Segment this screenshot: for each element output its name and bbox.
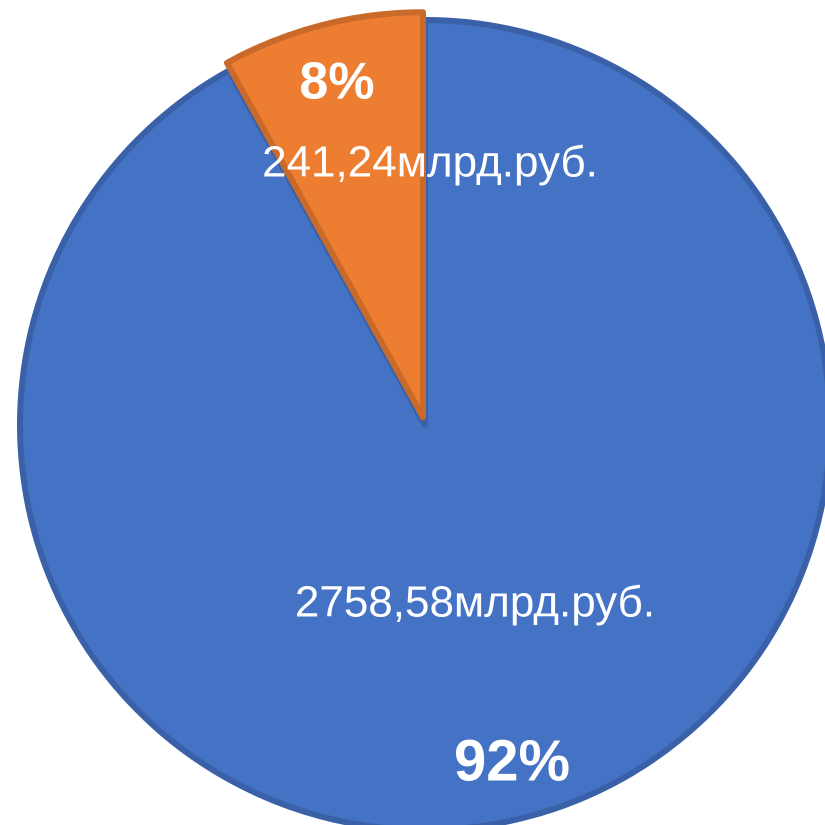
value-label: 2758,58млрд.руб.: [295, 578, 655, 627]
pie-slice: [17, 17, 825, 825]
value-label: 241,24млрд.руб.: [262, 138, 598, 187]
percent-label: 92%: [454, 728, 570, 793]
pie-slice: [223, 9, 426, 421]
percent-label: 8%: [299, 53, 374, 111]
